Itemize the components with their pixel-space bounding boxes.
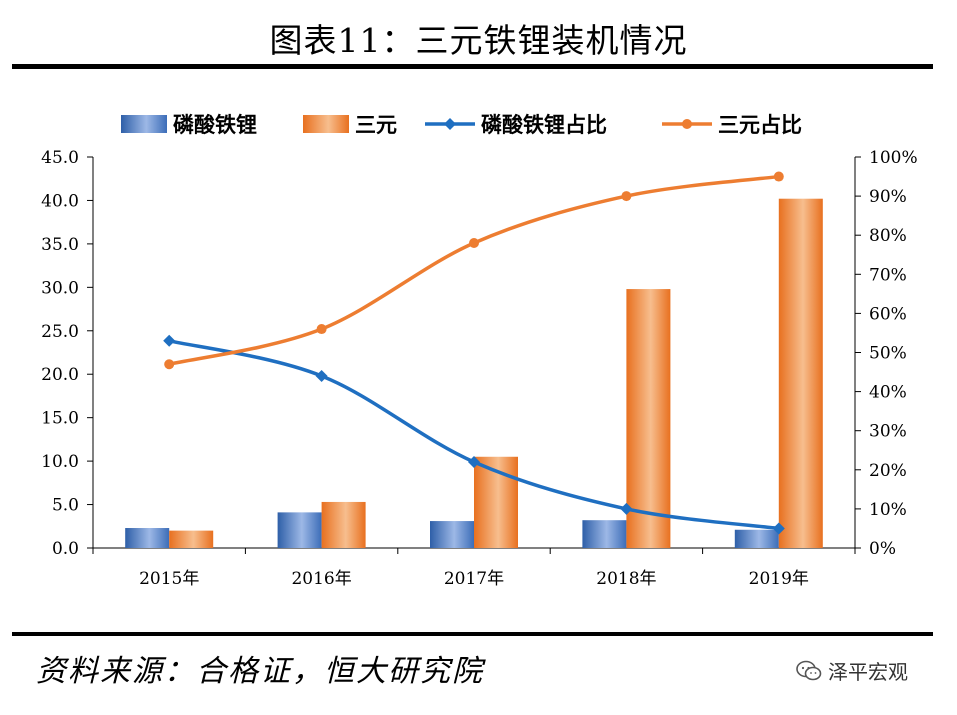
point-ncm-share — [164, 359, 175, 370]
y-right-tick-label: 90% — [869, 187, 907, 207]
point-ncm-share — [316, 324, 327, 335]
bar-ncm — [778, 198, 823, 548]
source-note: 资料来源：合格证，恒大研究院 — [36, 654, 484, 689]
legend: 磷酸铁锂 三元 磷酸铁锂占比 三元占比 — [121, 113, 802, 137]
point-lfp-share — [620, 502, 633, 515]
axes: 0.0 5.0 10.0 15.0 20.0 25.0 30.0 35.0 40.0 45.0 0%… — [41, 148, 917, 589]
bar-ncm — [321, 501, 366, 548]
point-lfp-share — [315, 369, 328, 382]
wechat-icon — [796, 660, 822, 680]
y-left-tick-label: 40.0 — [41, 191, 79, 211]
y-left-tick-label: 0.0 — [52, 539, 79, 559]
chart-title: 图表11：三元铁锂装机情况 — [269, 21, 688, 60]
y-right-tick-label: 40% — [869, 383, 907, 403]
y-left-tick-label: 35.0 — [41, 235, 79, 255]
y-right-tick-label: 60% — [869, 304, 907, 324]
y-left-tick-label: 20.0 — [41, 365, 79, 385]
legend-marker-lfp-share — [444, 118, 456, 130]
y-left-tick-label: 30.0 — [41, 278, 79, 298]
x-tick-label: 2019年 — [749, 569, 809, 589]
y-right-tick-label: 10% — [869, 500, 907, 520]
y-left-tick-label: 15.0 — [41, 409, 79, 429]
point-lfp-share — [163, 334, 176, 347]
lines — [163, 171, 785, 535]
y-right-tick-label: 50% — [869, 344, 907, 364]
legend-label-lfp: 磷酸铁锂 — [173, 113, 257, 137]
brand-watermark: 泽平宏观 — [796, 656, 908, 685]
bar-lfp — [277, 512, 322, 548]
point-lfp-share — [468, 455, 480, 468]
legend-label-ncm-share: 三元占比 — [718, 113, 802, 137]
legend-label-lfp-share: 磷酸铁锂占比 — [481, 113, 607, 137]
bar-ncm — [626, 289, 671, 548]
legend-swatch-ncm — [303, 115, 349, 133]
footer-divider — [12, 632, 933, 636]
bar-lfp — [125, 528, 170, 548]
title-divider — [12, 64, 933, 69]
y-left-tick-label: 25.0 — [41, 322, 79, 342]
y-right-tick-label: 80% — [869, 226, 907, 246]
bar-ncm — [169, 530, 214, 548]
x-tick-label: 2017年 — [444, 569, 504, 589]
point-ncm-share — [773, 171, 784, 182]
point-ncm-share — [621, 191, 632, 202]
x-tick-label: 2018年 — [596, 569, 656, 589]
y-left-tick-label: 45.0 — [41, 148, 79, 168]
x-tick-label: 2016年 — [291, 569, 351, 589]
y-right-tick-label: 70% — [869, 265, 907, 285]
legend-marker-ncm-share — [682, 119, 692, 129]
y-right-tick-label: 20% — [869, 461, 907, 481]
line-ncm-share — [168, 174, 780, 366]
bar-lfp — [582, 520, 627, 548]
y-left-tick-label: 10.0 — [41, 452, 79, 472]
brand-name: 泽平宏观 — [828, 660, 908, 684]
y-right-tick-label: 0% — [869, 539, 896, 559]
bar-lfp — [734, 529, 779, 548]
legend-swatch-lfp — [121, 115, 167, 133]
point-lfp-share — [772, 522, 785, 535]
bars — [125, 198, 823, 548]
point-ncm-share — [469, 238, 479, 249]
y-right-tick-label: 30% — [869, 422, 907, 442]
bar-lfp — [430, 521, 474, 548]
y-left-tick-label: 5.0 — [52, 496, 79, 516]
x-tick-label: 2015年 — [139, 569, 199, 589]
legend-label-ncm: 三元 — [355, 113, 397, 137]
y-right-tick-label: 100% — [869, 148, 918, 168]
